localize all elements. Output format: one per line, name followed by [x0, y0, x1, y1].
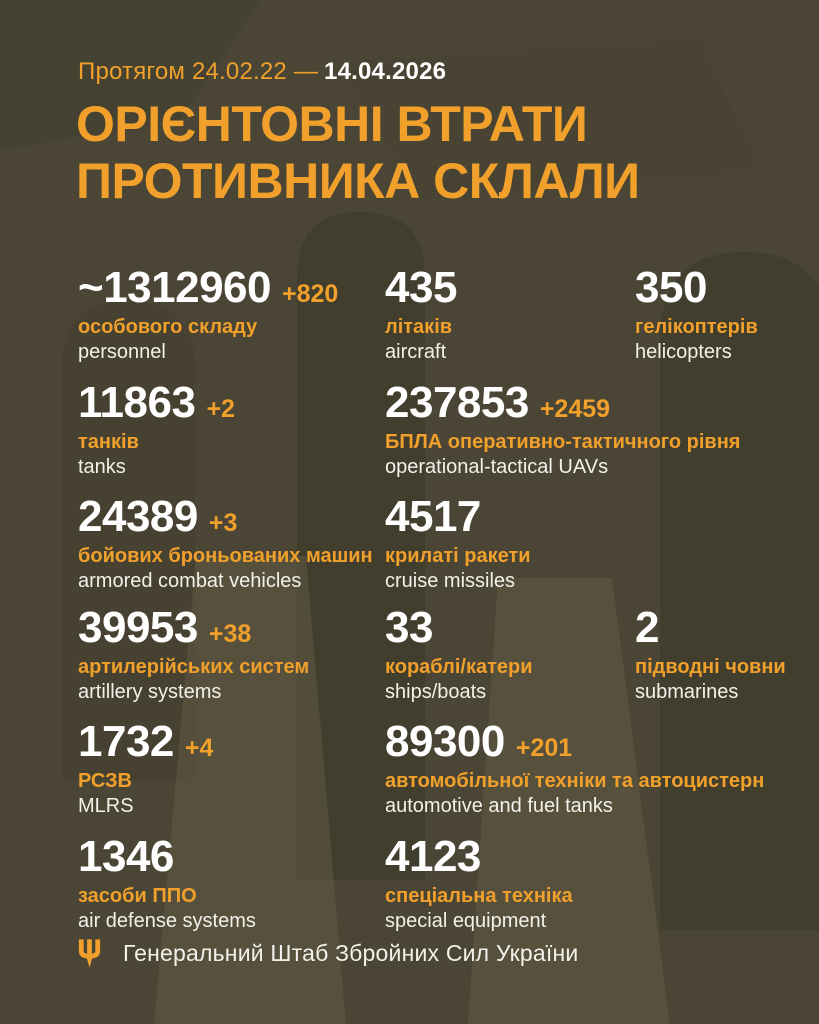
stat-delta: +2 — [206, 395, 235, 423]
stats-row-4: 39953 +38 артилерійських систем artillery… — [0, 603, 819, 716]
stat-label-en: cruise missiles — [385, 569, 516, 592]
stat-value: 39953 — [78, 603, 198, 652]
stat-aircraft: 435 літаків aircraft — [385, 263, 725, 365]
stat-label-uk: засоби ППО — [78, 884, 197, 907]
stat-label-en: artillery systems — [78, 680, 222, 703]
stat-mlrs: 1732 +4 РСЗВ MLRS — [78, 717, 378, 819]
stat-label-en: MLRS — [78, 794, 134, 817]
stat-air-defense: 1346 засоби ППО air defense systems — [78, 832, 378, 934]
stat-label-en: automotive and fuel tanks — [385, 794, 613, 817]
stat-submarines: 2 підводні човни submarines — [635, 603, 815, 705]
report-date: 14.04.2026 — [324, 58, 447, 85]
stat-delta: +3 — [208, 509, 238, 537]
stat-value: 350 — [635, 263, 707, 312]
stat-helicopters: 350 гелікоптерів helicopters — [635, 263, 815, 365]
stat-label-uk: танків — [78, 430, 139, 453]
stat-value: 4123 — [385, 832, 481, 881]
stat-value: 237853 — [385, 378, 529, 427]
stat-uavs: 237853 +2459 БПЛА оперативно-тактичного р… — [385, 378, 805, 480]
stat-ships: 33 кораблі/катери ships/boats — [385, 603, 725, 705]
stat-value: 33 — [385, 603, 433, 652]
stats-row-1: ~1312960 +820 особового складу personnel … — [0, 263, 819, 376]
stat-label-en: personnel — [78, 340, 166, 363]
stat-tanks: 11863 +2 танків tanks — [78, 378, 378, 480]
stat-value: 89300 — [385, 717, 505, 766]
stat-delta: +2459 — [539, 395, 611, 423]
stat-label-uk: особового складу — [78, 315, 258, 338]
stats-row-3: 24389 +3 бойових броньованих машин armore… — [0, 492, 819, 605]
stat-label-en: ships/boats — [385, 680, 487, 703]
stat-label-uk: БПЛА оперативно-тактичного рівня — [385, 430, 741, 453]
stat-label-en: aircraft — [385, 340, 447, 363]
stat-label-uk: РСЗВ — [78, 769, 132, 792]
page-title: ОРІЄНТОВНІ ВТРАТИ ПРОТИВНИКА СКЛАЛИ — [76, 96, 640, 209]
report-period: Протягом 24.02.22 —14.04.2026 — [78, 58, 446, 86]
stat-label-en: submarines — [635, 680, 739, 703]
stat-artillery: 39953 +38 артилерійських систем artillery… — [78, 603, 378, 705]
stat-value: 1346 — [78, 832, 174, 881]
stat-delta: +820 — [282, 280, 339, 308]
stats-row-6: 1346 засоби ППО air defense systems 4123… — [0, 832, 819, 945]
stat-label-uk: спеціальна техніка — [385, 884, 573, 907]
page-title-line1: ОРІЄНТОВНІ ВТРАТИ — [76, 96, 588, 152]
stat-value: 1732 — [78, 717, 174, 766]
stat-label-uk: автомобільної техніки та автоцистерн — [385, 769, 765, 792]
stat-delta: +4 — [184, 734, 214, 762]
organization-name: Генеральний Штаб Збройних Сил України — [123, 940, 579, 966]
stat-label-en: tanks — [78, 455, 126, 478]
stat-cruise-missiles: 4517 крилаті ракети cruise missiles — [385, 492, 725, 594]
stat-label-uk: літаків — [385, 315, 453, 338]
stats-row-2: 11863 +2 танків tanks 237853 +2459 БПЛА оп… — [0, 378, 819, 491]
stat-label-uk: гелікоптерів — [635, 315, 758, 338]
stat-value: ~1312960 — [78, 263, 272, 312]
stat-label-en: special equipment — [385, 909, 547, 932]
stat-value: 4517 — [385, 492, 481, 541]
stats-row-5: 1732 +4 РСЗВ MLRS 89300 +201 автомобільної… — [0, 717, 819, 830]
stat-automotive: 89300 +201 автомобільної техніки та автоц… — [385, 717, 805, 819]
stat-label-en: air defense systems — [78, 909, 256, 932]
stat-armored-vehicles: 24389 +3 бойових броньованих машин armore… — [78, 492, 378, 594]
trident-icon — [78, 939, 101, 968]
stat-value: 24389 — [78, 492, 198, 541]
stat-delta: +201 — [515, 734, 573, 762]
stat-label-uk: крилаті ракети — [385, 544, 531, 567]
stat-label-en: helicopters — [635, 340, 732, 363]
stat-label-uk: кораблі/катери — [385, 655, 533, 678]
footer: Генеральний Штаб Збройних Сил України — [78, 938, 578, 969]
stat-label-uk: артилерійських систем — [78, 655, 310, 678]
page-title-line2: ПРОТИВНИКА СКЛАЛИ — [76, 152, 640, 209]
stat-value: 11863 — [78, 378, 196, 427]
stat-label-en: operational-tactical UAVs — [385, 455, 609, 478]
stat-value: 435 — [385, 263, 457, 312]
stat-label-en: armored combat vehicles — [78, 569, 302, 592]
stat-special-equipment: 4123 спеціальна техніка special equipmen… — [385, 832, 725, 934]
stat-label-uk: бойових броньованих машин — [78, 544, 373, 567]
stat-value: 2 — [635, 603, 659, 652]
stat-delta: +38 — [208, 620, 252, 648]
stat-personnel: ~1312960 +820 особового складу personnel — [78, 263, 378, 365]
stat-label-uk: підводні човни — [635, 655, 786, 678]
period-label: Протягом 24.02.22 — — [78, 58, 319, 85]
